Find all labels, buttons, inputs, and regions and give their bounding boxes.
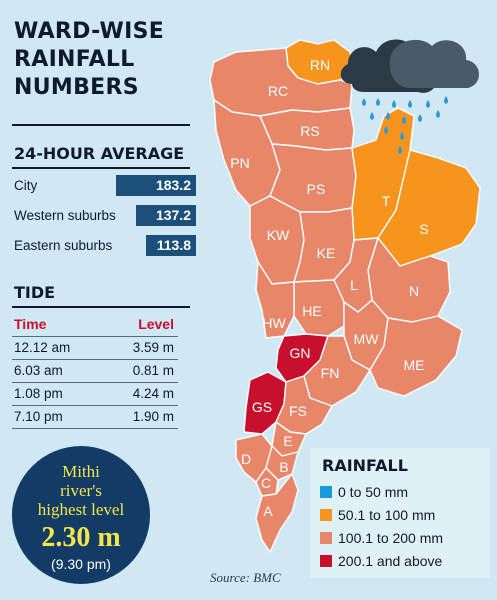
tide-row-divider [12, 405, 178, 406]
tide-divider [12, 306, 190, 308]
mithi-caption-line-3: highest level [37, 500, 125, 519]
ward-label: RS [300, 123, 319, 139]
ward-label: FS [289, 403, 307, 419]
ward-label: E [283, 433, 292, 449]
tide-header-row: Time Level [14, 316, 174, 332]
tide-row: 6.03 am 0.81 m [14, 363, 174, 385]
tide-row: 12.12 am 3.59 m [14, 340, 174, 362]
source-credit: Source: BMC [210, 570, 281, 585]
tide-time: 6.03 am [14, 363, 63, 378]
legend-swatch [320, 486, 332, 498]
ward-label: ME [404, 357, 425, 373]
tide-level: 1.90 m [132, 409, 174, 424]
tide-row: 7.10 pm 1.90 m [14, 409, 174, 431]
ward-A[interactable] [255, 473, 299, 553]
ward-HE[interactable] [293, 279, 345, 337]
ward-label: FN [321, 365, 340, 381]
ward-label: A [263, 503, 273, 519]
ward-label: S [419, 221, 428, 237]
title-line-3: NUMBERS [14, 75, 139, 100]
ward-label: B [279, 459, 288, 475]
legend-item: 50.1 to 100 mm [320, 507, 435, 527]
legend-label: 200.1 and above [338, 553, 443, 569]
ward-label: HW [262, 315, 286, 331]
rainfall-legend: RAINFALL 0 to 50 mm 50.1 to 100 mm 100.1… [310, 448, 490, 578]
ward-label: D [241, 451, 251, 467]
ward-label: GS [252, 399, 272, 415]
legend-swatch [320, 532, 332, 544]
title-line-1: WARD-WISE [14, 19, 165, 44]
tide-time: 7.10 pm [14, 409, 63, 424]
mithi-level-time: (9.30 pm) [51, 556, 111, 572]
ward-label: PN [230, 155, 249, 171]
tide-heading: TIDE [14, 283, 56, 302]
ward-label: RC [268, 83, 288, 99]
average-divider [12, 167, 190, 169]
legend-swatch [320, 509, 332, 521]
ward-ME[interactable] [369, 315, 463, 397]
page-title: WARD-WISE RAINFALL NUMBERS [14, 18, 184, 102]
legend-label: 0 to 50 mm [338, 484, 409, 500]
mithi-caption: Mithi river's highest level [12, 462, 150, 519]
average-row-eastern: Eastern suburbs 113.8 [14, 235, 196, 257]
ward-FS[interactable] [275, 375, 333, 435]
tide-row-divider [12, 382, 178, 383]
mithi-level-value: 2.30 m [41, 522, 121, 553]
average-row-western: Western suburbs 137.2 [14, 205, 196, 227]
tide-level: 3.59 m [132, 340, 174, 355]
tide-level: 0.81 m [132, 363, 174, 378]
ward-C[interactable] [255, 467, 279, 497]
ward-label: T [382, 193, 391, 209]
tide-row-divider [12, 428, 178, 429]
ward-label: N [409, 283, 419, 299]
tide-time: 12.12 am [14, 340, 71, 355]
legend-item: 200.1 and above [320, 553, 442, 573]
title-divider [12, 124, 190, 126]
mithi-caption-line-1: Mithi [62, 462, 100, 481]
tide-time: 1.08 pm [14, 386, 63, 401]
ward-label: MW [354, 331, 380, 347]
ward-label: KW [267, 227, 290, 243]
mithi-caption-line-2: river's [60, 481, 102, 500]
tide-row-divider [12, 359, 178, 360]
average-label: City [14, 178, 38, 193]
mithi-river-badge: Mithi river's highest level 2.30 m (9.30… [12, 446, 150, 584]
average-value-bar: 113.8 [146, 235, 196, 256]
ward-label: C [261, 475, 271, 491]
legend-label: 50.1 to 100 mm [338, 507, 436, 523]
average-value-bar: 137.2 [136, 205, 196, 226]
legend-label: 100.1 to 200 mm [338, 530, 444, 546]
ward-label: HE [302, 303, 321, 319]
average-label: Eastern suburbs [14, 238, 113, 253]
ward-FN[interactable] [303, 335, 371, 407]
average-value-bar: 183.2 [116, 175, 196, 196]
ward-label: PS [307, 181, 326, 197]
ward-label: KE [317, 245, 336, 261]
title-line-2: RAINFALL [14, 47, 135, 72]
tide-level: 4.24 m [132, 386, 174, 401]
average-heading: 24-HOUR AVERAGE [14, 144, 185, 163]
tide-row-divider [12, 336, 178, 337]
tide-col-time: Time [14, 316, 47, 332]
legend-item: 100.1 to 200 mm [320, 530, 443, 550]
ward-S[interactable] [377, 149, 481, 267]
ward-PS[interactable] [269, 143, 357, 213]
tide-col-level: Level [138, 316, 174, 332]
legend-item: 0 to 50 mm [320, 484, 408, 504]
average-label: Western suburbs [14, 208, 116, 223]
legend-title: RAINFALL [322, 456, 408, 475]
ward-label: RN [310, 57, 330, 73]
legend-swatch [320, 555, 332, 567]
ward-label: GN [290, 345, 311, 361]
average-row-city: City 183.2 [14, 175, 196, 197]
rain-cloud-icon [340, 39, 480, 154]
tide-row: 1.08 pm 4.24 m [14, 386, 174, 408]
ward-label: L [350, 277, 358, 293]
